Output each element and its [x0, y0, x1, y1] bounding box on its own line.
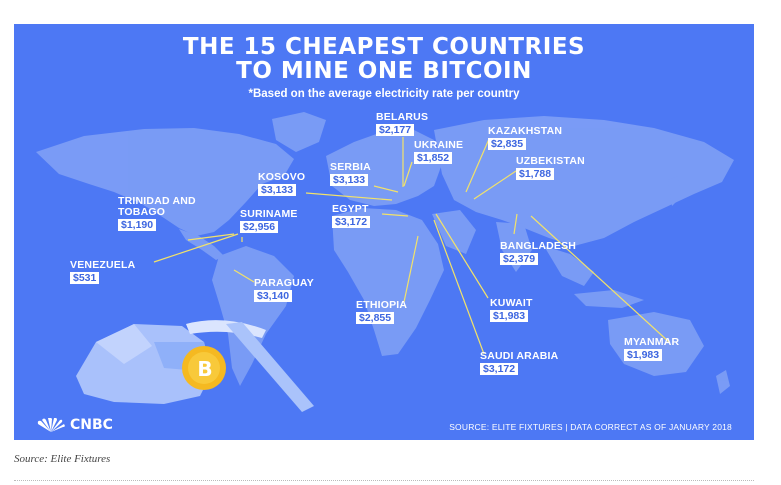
bitcoin-icon: B: [197, 357, 213, 381]
image-caption: Source: Elite Fixtures: [14, 453, 111, 465]
country-label-myanmar: MYANMAR $1,983: [624, 336, 680, 361]
country-label-serbia: SERBIA $3,133: [330, 161, 371, 186]
title-line-2: TO MINE ONE BITCOIN: [236, 58, 532, 84]
source-note: SOURCE: ELITE FIXTURES | DATA CORRECT AS…: [449, 422, 732, 432]
mining-illustration: [76, 320, 314, 412]
peacock-icon: [37, 418, 65, 432]
logo-text: CNBC: [70, 417, 113, 433]
country-label-ukraine: UKRAINE $1,852: [414, 139, 464, 164]
country-label-saudi-arabia: SAUDI ARABIA $3,172: [480, 350, 559, 375]
country-label-ethiopia: ETHIOPIA $2,855: [356, 299, 408, 324]
bitcoin-mining-infographic: THE 15 CHEAPEST COUNTRIES TO MINE ONE BI…: [14, 24, 754, 440]
subtitle: *Based on the average electricity rate p…: [248, 88, 520, 100]
country-label-kuwait: KUWAIT $1,983: [490, 297, 533, 322]
country-label-suriname: SURINAME $2,956: [240, 208, 298, 233]
cnbc-logo: CNBC: [36, 417, 113, 433]
country-label-paraguay: PARAGUAY $3,140: [254, 277, 314, 302]
world-map: [36, 112, 734, 412]
country-label-trinidad-and-tobago: TRINIDAD AND TOBAGO $1,190: [118, 195, 196, 231]
country-label-bangladesh: BANGLADESH $2,379: [500, 240, 577, 265]
country-label-egypt: EGYPT $3,172: [332, 203, 371, 228]
country-label-venezuela: VENEZUELA $531: [70, 259, 136, 284]
title-line-1: THE 15 CHEAPEST COUNTRIES: [182, 34, 586, 60]
country-label-uzbekistan: UZBEKISTAN $1,788: [516, 155, 585, 180]
divider: [14, 480, 754, 481]
country-label-kazakhstan: KAZAKHSTAN $2,835: [488, 125, 563, 150]
country-label-kosovo: KOSOVO $3,133: [258, 171, 306, 196]
country-label-belarus: BELARUS $2,177: [376, 111, 429, 136]
